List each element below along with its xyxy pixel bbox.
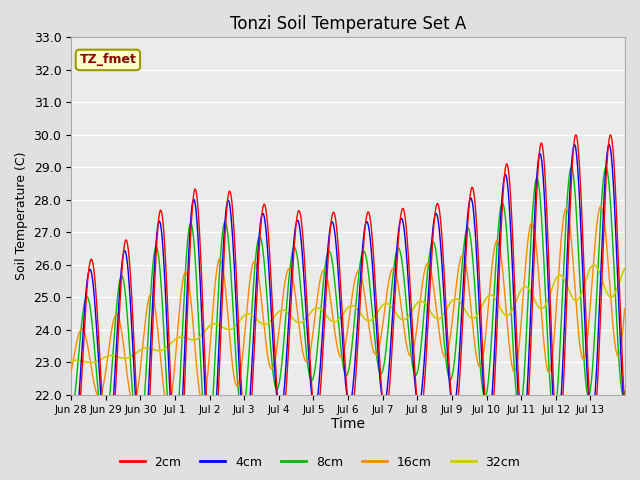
Y-axis label: Soil Temperature (C): Soil Temperature (C) [15, 152, 28, 280]
Text: TZ_fmet: TZ_fmet [79, 53, 136, 66]
Legend: 2cm, 4cm, 8cm, 16cm, 32cm: 2cm, 4cm, 8cm, 16cm, 32cm [115, 451, 525, 474]
Title: Tonzi Soil Temperature Set A: Tonzi Soil Temperature Set A [230, 15, 466, 33]
X-axis label: Time: Time [331, 418, 365, 432]
